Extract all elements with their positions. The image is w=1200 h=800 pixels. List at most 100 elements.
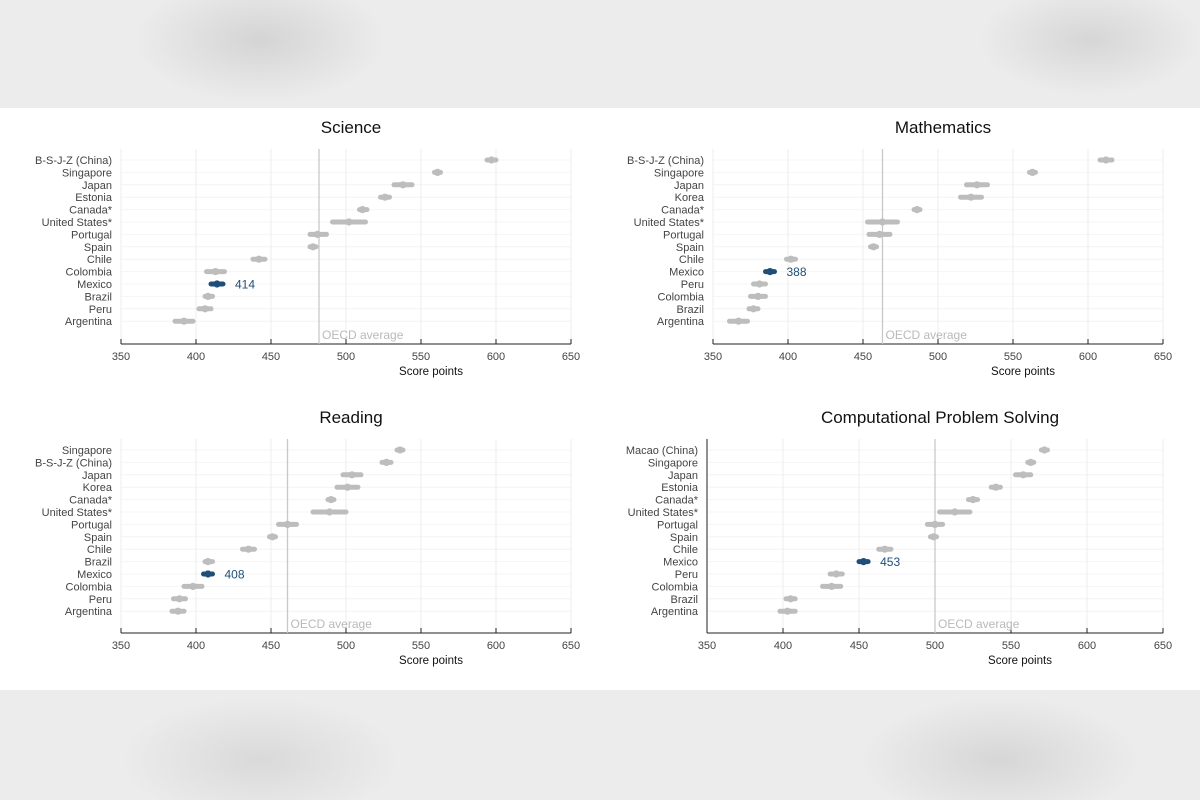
data-point [204, 292, 212, 300]
x-tick-label: 550 [1002, 640, 1020, 652]
data-point [1027, 458, 1035, 466]
data-point [180, 317, 188, 325]
x-axis-label: Score points [988, 655, 1052, 667]
chart-mathematics: Mathematics 350 400 450 500 550 600 650 Score po… [627, 118, 1172, 378]
data-point [487, 156, 496, 164]
country-label: Japan [82, 470, 112, 482]
country-label: Argentina [65, 606, 113, 618]
data-point [787, 255, 795, 263]
country-label: United States* [42, 217, 113, 229]
country-label: Canada* [69, 205, 113, 217]
country-label: Spain [84, 242, 112, 254]
country-label: Peru [675, 569, 698, 581]
country-label: Brazil [676, 304, 704, 316]
x-tick-label: 500 [929, 351, 947, 363]
x-axis-label: Score points [399, 655, 463, 667]
data-point [382, 458, 391, 466]
data-point [783, 607, 792, 615]
country-label: Chile [673, 544, 698, 556]
data-point [828, 582, 836, 590]
chart-reading: Reading 350 400 450 500 550 600 650 Score points… [35, 408, 580, 667]
country-label: Japan [82, 180, 112, 192]
x-tick-label: 600 [487, 640, 505, 652]
data-point [283, 520, 292, 528]
data-point [204, 570, 212, 578]
x-tick-label: 350 [112, 351, 130, 363]
country-label: Estonia [661, 482, 699, 494]
country-label: Peru [89, 594, 112, 606]
data-point [213, 280, 221, 288]
country-label: Portugal [71, 229, 112, 241]
data-point [433, 168, 442, 176]
chart-title: Reading [319, 408, 382, 427]
data-point [869, 243, 878, 251]
data-point [992, 483, 1000, 491]
country-label: Argentina [657, 316, 705, 328]
country-label: Singapore [62, 167, 112, 179]
x-tick-label: 500 [337, 351, 355, 363]
data-point [913, 206, 921, 214]
data-point [951, 508, 959, 516]
data-point [929, 533, 938, 541]
country-label: Spain [84, 532, 112, 544]
data-point [309, 243, 317, 251]
x-axis-label: Score points [399, 366, 463, 378]
country-label: Mexico [669, 267, 704, 279]
x-tick-label: 550 [412, 640, 430, 652]
data-point [255, 255, 263, 263]
x-tick-label: 500 [926, 640, 944, 652]
country-label: Brazil [670, 594, 698, 606]
country-label: Spain [670, 532, 698, 544]
chart-computational-problem-solving: Computational Problem Solving 350 400 450 50… [626, 408, 1172, 667]
data-point [211, 268, 220, 276]
country-label: Singapore [654, 167, 704, 179]
x-tick-label: 450 [262, 640, 280, 652]
country-label: Colombia [66, 581, 113, 593]
oecd-average-label: OECD average [322, 328, 404, 342]
oecd-average-label: OECD average [938, 617, 1020, 631]
country-label: Portugal [71, 519, 112, 531]
country-label: Canada* [69, 495, 113, 507]
oecd-average-label: OECD average [886, 328, 968, 342]
data-point [358, 206, 367, 214]
country-label: Macao (China) [626, 445, 698, 457]
country-label: United States* [42, 507, 113, 519]
x-tick-label: 450 [850, 640, 868, 652]
data-point [174, 607, 182, 615]
country-label: Portugal [663, 229, 704, 241]
country-label: Colombia [652, 581, 699, 593]
country-label: Argentina [651, 606, 699, 618]
data-point [399, 181, 407, 189]
country-label: Colombia [658, 291, 705, 303]
country-label: United States* [628, 507, 699, 519]
country-label: Mexico [77, 569, 112, 581]
x-tick-label: 600 [1078, 640, 1096, 652]
data-point [268, 533, 277, 541]
country-label: B-S-J-Z (China) [35, 155, 112, 167]
country-label: Korea [83, 482, 113, 494]
country-label: Japan [668, 470, 698, 482]
x-tick-label: 500 [337, 640, 355, 652]
x-tick-label: 650 [562, 640, 580, 652]
data-point [878, 218, 887, 226]
data-point [931, 520, 939, 528]
data-point [345, 218, 353, 226]
data-point [1102, 156, 1110, 164]
data-point [244, 545, 253, 553]
x-tick-label: 350 [698, 640, 716, 652]
highlight-value-label: 388 [787, 265, 807, 279]
country-label: Brazil [84, 291, 112, 303]
data-point [754, 292, 762, 300]
data-point [787, 595, 795, 603]
x-tick-label: 450 [262, 351, 280, 363]
x-tick-label: 450 [854, 351, 872, 363]
chart-title: Mathematics [895, 118, 991, 137]
data-point [325, 508, 334, 516]
data-point [973, 181, 981, 189]
data-point [313, 230, 322, 238]
country-label: Canada* [661, 205, 705, 217]
x-tick-label: 400 [187, 351, 205, 363]
x-tick-label: 400 [779, 351, 797, 363]
country-label: Spain [676, 242, 704, 254]
data-point [189, 582, 197, 590]
